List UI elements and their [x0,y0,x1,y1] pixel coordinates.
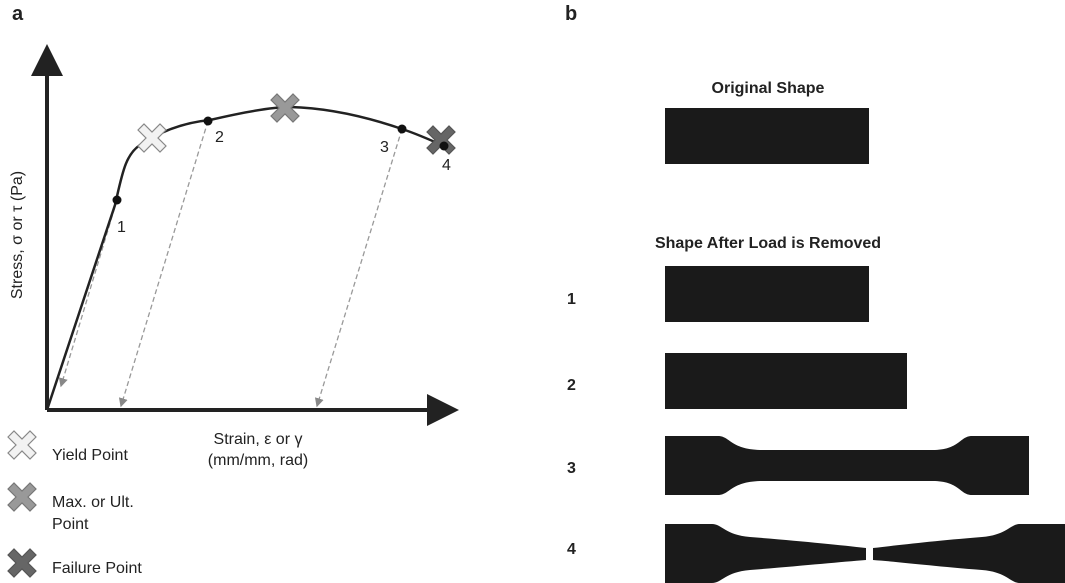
section-title: Shape After Load is Removed [655,235,881,252]
legend-label: Max. or Ult. [52,494,134,511]
y-axis-label: Stress, σ or τ (Pa) [9,171,26,299]
legend-label: Point [52,516,89,533]
specimen [873,524,1065,583]
point-label: 3 [380,139,389,156]
x-axis-label: (mm/mm, rad) [208,452,308,469]
legend-icon [8,549,36,577]
yield-marker [138,124,166,152]
specimen [665,436,1029,495]
legend-label: Failure Point [52,560,142,577]
point-label: 2 [215,129,224,146]
panel-letter: a [12,3,24,25]
figure: a Stress, σ or τ (Pa) Strain, ε or γ (mm… [0,0,1065,583]
specimen [665,108,869,164]
specimen [665,266,869,322]
x-axis-label: Strain, ε or γ [214,431,303,448]
legend-icon [8,431,36,459]
legend-label: Yield Point [52,447,128,464]
point-label: 4 [442,157,451,174]
legend-icon [8,483,36,511]
point-label: 1 [117,219,126,236]
row-label: 2 [567,377,576,394]
row-label: 4 [567,541,576,558]
row-label: 1 [567,291,576,308]
row-label: 3 [567,460,576,477]
unload-lines [61,121,402,406]
section-title: Original Shape [712,80,825,97]
panel-letter: b [565,3,577,25]
specimen [665,353,907,409]
specimen [665,524,866,583]
